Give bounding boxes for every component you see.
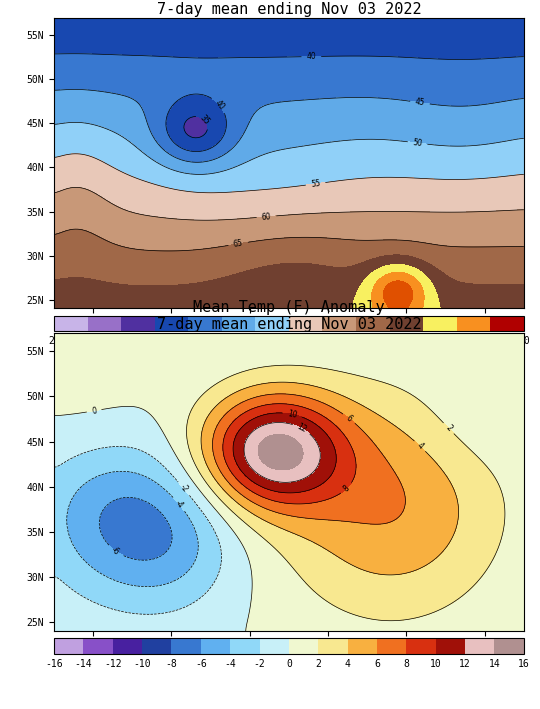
Text: -4: -4 bbox=[173, 498, 185, 510]
Text: 40: 40 bbox=[306, 52, 316, 61]
Text: 8: 8 bbox=[342, 484, 352, 493]
Text: 12: 12 bbox=[295, 422, 308, 435]
Text: 0: 0 bbox=[91, 406, 97, 415]
Text: -6: -6 bbox=[110, 545, 122, 557]
Title: Mean Temperature (F)
7-day mean ending Nov 03 2022: Mean Temperature (F) 7-day mean ending N… bbox=[157, 0, 421, 16]
Text: 50: 50 bbox=[412, 138, 423, 148]
Text: 65: 65 bbox=[233, 239, 244, 249]
Text: 4: 4 bbox=[415, 441, 425, 451]
Text: 45: 45 bbox=[415, 98, 426, 108]
Title: Mean Temp (F) Anomaly
7-day mean ending Nov 03 2022: Mean Temp (F) Anomaly 7-day mean ending … bbox=[157, 300, 421, 332]
Text: 10: 10 bbox=[287, 409, 298, 420]
Text: 2: 2 bbox=[444, 423, 454, 433]
Text: 40: 40 bbox=[213, 98, 226, 111]
Text: 6: 6 bbox=[345, 413, 354, 423]
Text: 60: 60 bbox=[261, 212, 272, 221]
Text: 55: 55 bbox=[310, 179, 321, 189]
Text: -2: -2 bbox=[178, 483, 190, 494]
Text: 35: 35 bbox=[198, 113, 212, 127]
